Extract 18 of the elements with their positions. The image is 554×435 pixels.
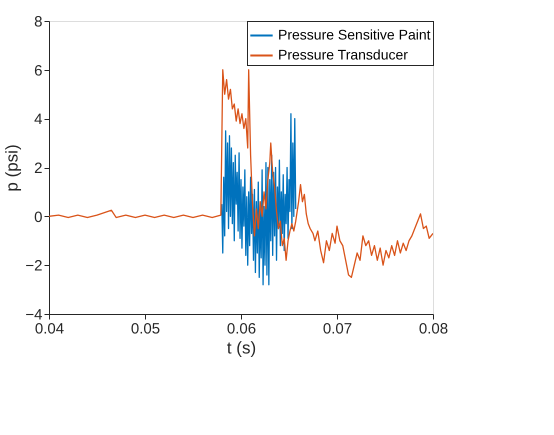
x-tick-label: 0.06 <box>226 320 256 338</box>
legend-label: Pressure Transducer <box>278 46 408 62</box>
legend-label: Pressure Sensitive Paint <box>278 26 431 42</box>
y-tick-label: 0 <box>34 208 42 226</box>
x-tick-label: 0.04 <box>34 320 64 338</box>
x-tick-label: 0.08 <box>418 320 448 338</box>
y-tick-label: −2 <box>25 258 42 275</box>
x-axis-title: t (s) <box>226 338 256 358</box>
y-axis-title: p (psi) <box>2 144 22 192</box>
line-series <box>221 113 296 286</box>
y-tick-label: 2 <box>34 160 42 177</box>
y-tick-label: 4 <box>34 111 42 128</box>
x-tick-label: 0.05 <box>130 320 160 338</box>
y-tick-label: −4 <box>25 306 42 324</box>
y-tick-label: 8 <box>34 14 42 30</box>
x-tick-label: 0.07 <box>322 320 352 338</box>
y-tick-label: 6 <box>34 62 42 80</box>
line-series <box>49 69 433 278</box>
